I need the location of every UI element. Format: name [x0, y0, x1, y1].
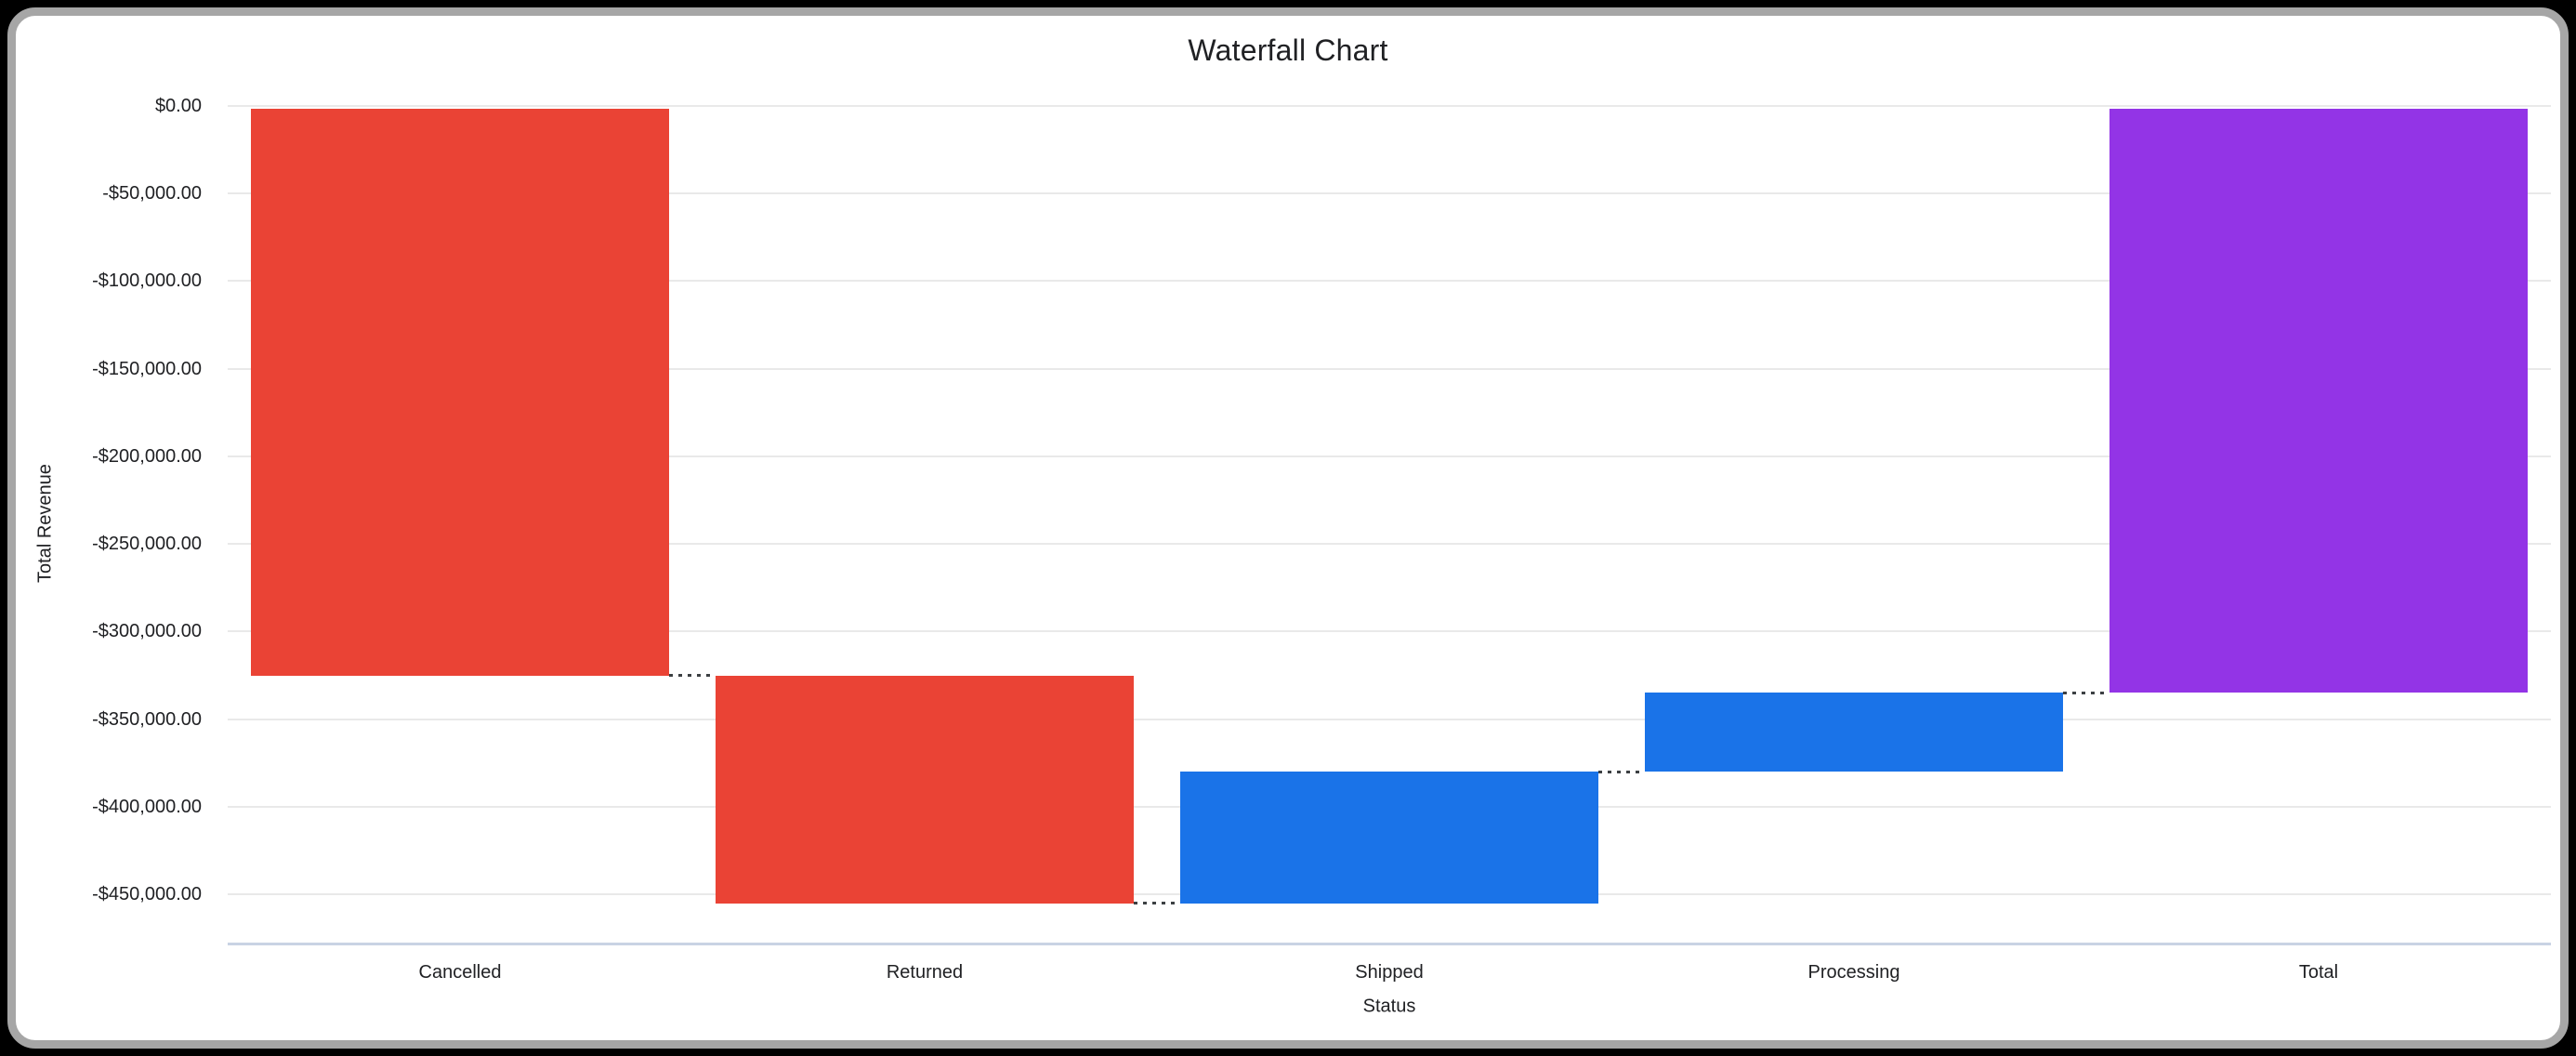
gridline: [228, 192, 2551, 195]
x-category-label: Returned: [886, 962, 964, 983]
y-tick-label: -$400,000.00: [92, 796, 202, 817]
gridline: [228, 105, 2551, 107]
y-tick-label: -$50,000.00: [102, 183, 202, 205]
x-category-label: Shipped: [1355, 962, 1424, 983]
chart-title: Waterfall Chart: [1188, 33, 1388, 67]
connector-line: [1598, 770, 1645, 773]
x-axis-title: Status: [1362, 996, 1416, 1017]
y-tick-label: -$300,000.00: [92, 621, 202, 642]
y-tick-label: -$150,000.00: [92, 358, 202, 379]
connector-line: [1134, 902, 1180, 905]
bar-processing[interactable]: [1645, 693, 2063, 772]
x-category-label: Cancelled: [418, 962, 502, 983]
bar-shipped[interactable]: [1180, 772, 1598, 904]
bar-cancelled[interactable]: [251, 108, 669, 676]
x-axis-line: [228, 943, 2551, 945]
x-category-label: Processing: [1807, 962, 1900, 983]
y-axis-title: Total Revenue: [34, 464, 56, 583]
gridline: [228, 718, 2551, 720]
bar-total[interactable]: [2109, 108, 2528, 693]
y-tick-label: -$350,000.00: [92, 708, 202, 730]
bar-returned[interactable]: [716, 675, 1134, 904]
gridline: [228, 455, 2551, 457]
gridline: [228, 280, 2551, 283]
gridline: [228, 543, 2551, 546]
x-category-label: Total: [2298, 962, 2339, 983]
connector-line: [2063, 691, 2109, 694]
y-tick-label: $0.00: [154, 96, 202, 116]
chart-canvas: Waterfall Chart Total Revenue Status $0.…: [16, 16, 2560, 1040]
y-tick-label: -$200,000.00: [92, 445, 202, 467]
y-tick-label: -$450,000.00: [92, 884, 202, 905]
gridline: [228, 367, 2551, 370]
y-tick-label: -$100,000.00: [92, 271, 202, 292]
gridline: [228, 630, 2551, 633]
chart-card: Waterfall Chart Total Revenue Status $0.…: [7, 7, 2569, 1049]
connector-line: [669, 674, 716, 678]
y-tick-label: -$250,000.00: [92, 534, 202, 555]
